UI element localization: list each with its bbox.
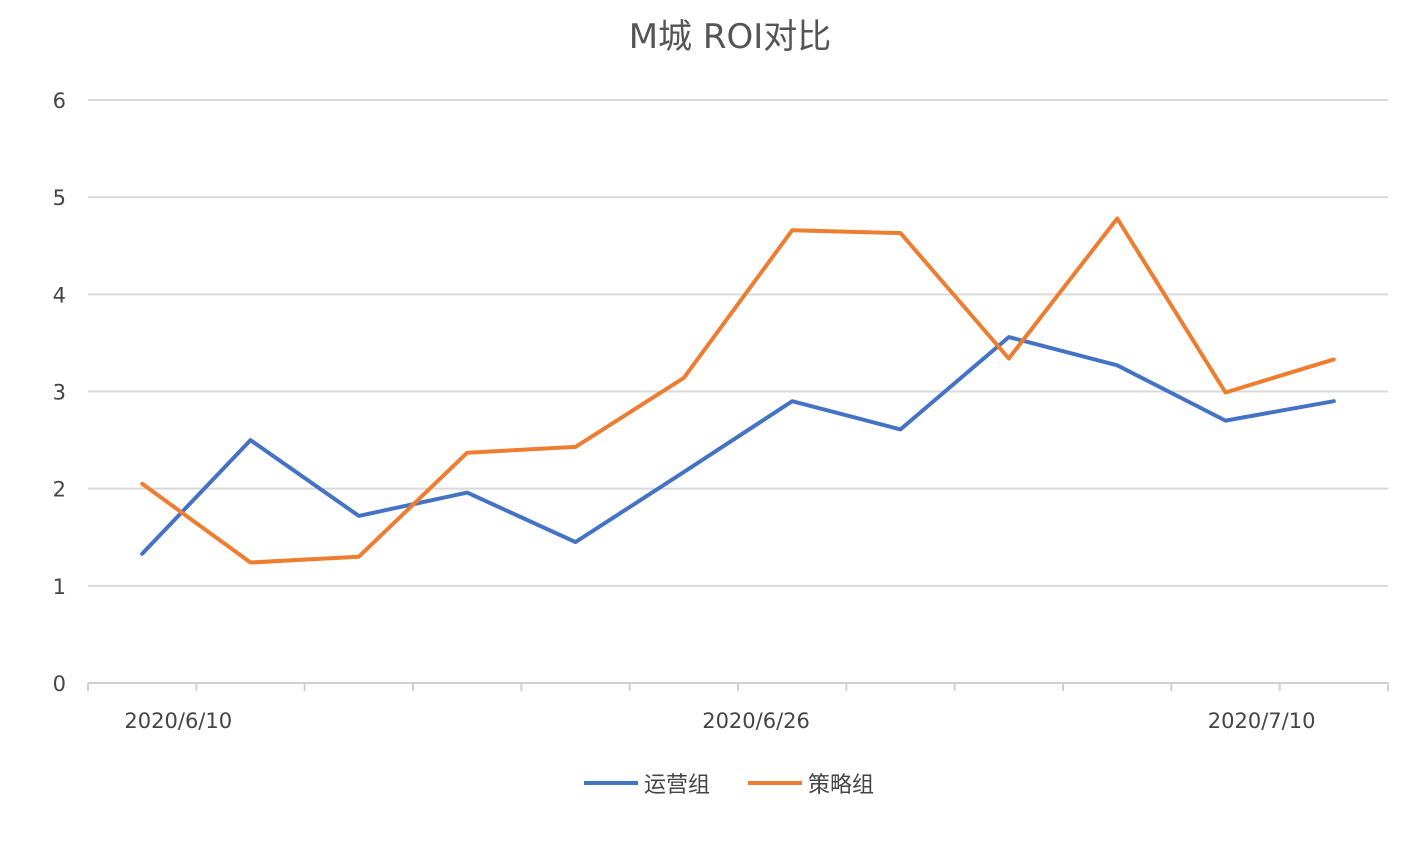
y-tick-label-1: 1 xyxy=(53,575,66,599)
series-lines xyxy=(140,216,1336,565)
y-tick-label-3: 3 xyxy=(53,381,66,405)
y-tick-label-5: 5 xyxy=(53,186,66,210)
legend: 运营组 策略组 xyxy=(584,773,874,798)
chart-title: M城 ROI对比 xyxy=(629,17,832,57)
series-line-0 xyxy=(140,335,1336,556)
y-tick-label-4: 4 xyxy=(53,283,66,307)
x-axis xyxy=(87,682,1389,691)
y-axis-tick-labels: 0 1 2 3 4 5 6 xyxy=(53,89,66,696)
gridlines xyxy=(88,99,1388,587)
y-tick-label-2: 2 xyxy=(53,478,66,502)
x-axis-tick-labels: 2020/6/10 2020/6/26 2020/7/10 xyxy=(124,709,1315,733)
x-tick-label-0: 2020/6/10 xyxy=(124,709,232,733)
y-tick-label-0: 0 xyxy=(53,672,66,696)
x-tick-label-1: 2020/6/26 xyxy=(702,709,810,733)
y-tick-label-6: 6 xyxy=(53,89,66,113)
legend-label-0: 运营组 xyxy=(644,773,710,798)
legend-label-1: 策略组 xyxy=(808,773,874,798)
series-line-1 xyxy=(140,216,1336,565)
x-tick-label-2: 2020/7/10 xyxy=(1208,709,1316,733)
